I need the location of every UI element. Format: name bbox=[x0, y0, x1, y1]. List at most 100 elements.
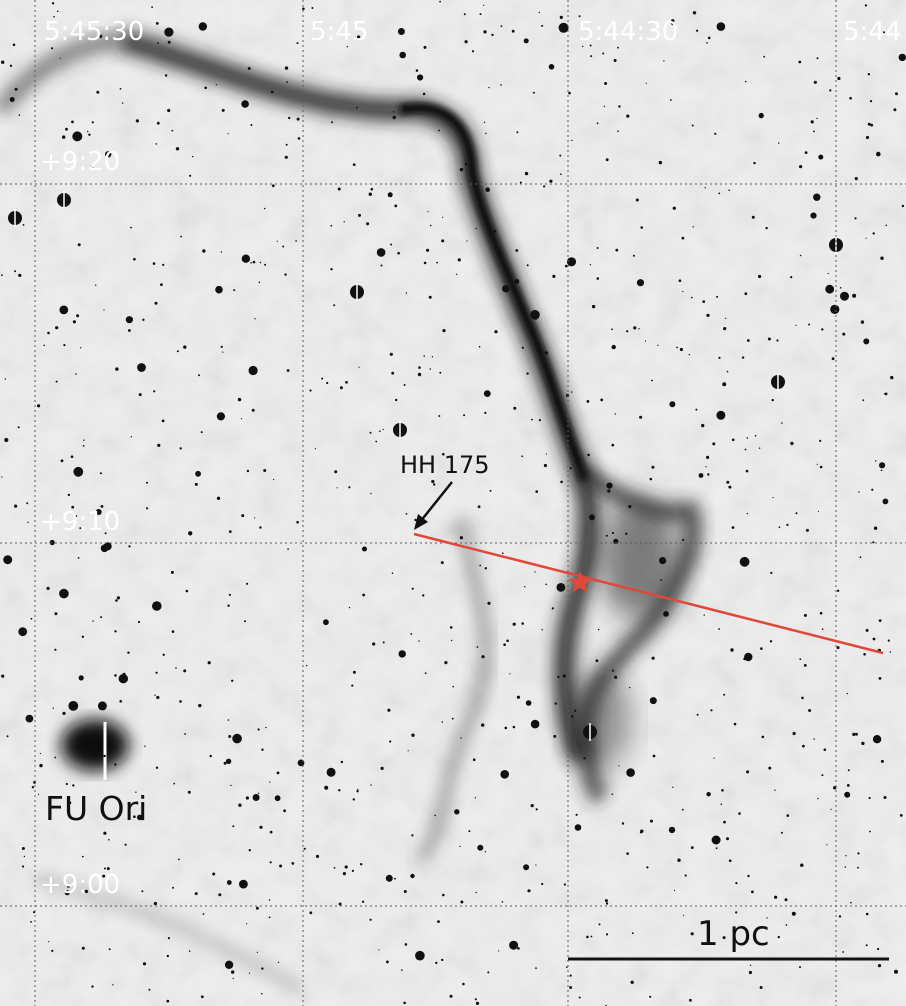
star bbox=[462, 982, 465, 986]
star bbox=[155, 766, 159, 769]
star bbox=[854, 217, 857, 220]
ra-label: 5:44 bbox=[843, 17, 901, 47]
star bbox=[14, 87, 18, 91]
star bbox=[64, 890, 70, 896]
star bbox=[387, 192, 393, 198]
star bbox=[285, 143, 288, 146]
star bbox=[246, 582, 249, 585]
star bbox=[878, 619, 882, 622]
star bbox=[411, 834, 414, 837]
star bbox=[614, 413, 616, 415]
star bbox=[861, 741, 865, 746]
star bbox=[6, 735, 9, 738]
star bbox=[124, 843, 127, 846]
star bbox=[51, 2, 55, 5]
star bbox=[323, 619, 329, 626]
star bbox=[493, 229, 497, 233]
star bbox=[428, 295, 432, 299]
star bbox=[125, 316, 133, 324]
star bbox=[104, 532, 107, 535]
star bbox=[152, 601, 162, 611]
star bbox=[476, 646, 479, 648]
star bbox=[358, 366, 360, 368]
star bbox=[142, 962, 147, 966]
star bbox=[683, 914, 685, 916]
star bbox=[819, 439, 822, 442]
star bbox=[240, 418, 243, 420]
ra-label: 5:45 bbox=[310, 17, 368, 47]
star bbox=[644, 340, 647, 342]
star bbox=[677, 858, 681, 862]
star bbox=[516, 695, 521, 699]
star bbox=[744, 448, 747, 451]
star bbox=[141, 890, 144, 893]
star bbox=[502, 552, 504, 554]
star bbox=[451, 639, 453, 642]
star bbox=[552, 274, 556, 278]
star bbox=[442, 452, 445, 456]
star bbox=[268, 899, 271, 901]
star bbox=[175, 667, 177, 669]
star bbox=[439, 371, 442, 374]
star bbox=[713, 757, 715, 759]
star bbox=[541, 629, 543, 631]
star bbox=[503, 643, 506, 646]
star bbox=[754, 434, 757, 437]
star bbox=[792, 731, 796, 736]
star bbox=[867, 73, 871, 76]
star bbox=[43, 344, 45, 347]
arrow-icon bbox=[414, 481, 453, 530]
star bbox=[187, 790, 191, 794]
star bbox=[72, 784, 75, 787]
star bbox=[434, 814, 437, 817]
star bbox=[559, 154, 562, 157]
star bbox=[840, 291, 849, 301]
star bbox=[77, 557, 80, 559]
star bbox=[799, 254, 802, 257]
star bbox=[566, 966, 568, 968]
star bbox=[475, 1001, 480, 1006]
star bbox=[424, 672, 427, 674]
star bbox=[17, 426, 20, 429]
star bbox=[702, 300, 706, 303]
star bbox=[357, 788, 359, 791]
ra-label: 5:45:30 bbox=[44, 17, 144, 47]
star bbox=[422, 92, 426, 96]
star bbox=[852, 293, 857, 298]
star bbox=[671, 22, 675, 26]
star bbox=[59, 57, 62, 59]
star bbox=[83, 439, 85, 441]
star bbox=[12, 43, 16, 47]
outflow-axis-line bbox=[413, 532, 884, 655]
star bbox=[864, 4, 868, 7]
star bbox=[157, 42, 160, 44]
star bbox=[314, 448, 316, 450]
star bbox=[436, 261, 438, 264]
star bbox=[733, 722, 737, 726]
star bbox=[333, 867, 336, 869]
star bbox=[178, 858, 180, 861]
star bbox=[173, 782, 176, 785]
star bbox=[521, 622, 524, 625]
star bbox=[596, 122, 599, 125]
star bbox=[612, 669, 615, 672]
star bbox=[763, 55, 766, 58]
star bbox=[112, 984, 114, 986]
dec-label: +9:20 bbox=[40, 147, 120, 177]
star bbox=[248, 849, 251, 852]
star bbox=[898, 53, 906, 62]
star bbox=[221, 108, 225, 112]
star bbox=[164, 74, 168, 77]
star bbox=[369, 918, 372, 921]
star bbox=[338, 902, 342, 906]
star bbox=[70, 455, 74, 459]
star bbox=[99, 472, 102, 475]
star bbox=[895, 92, 898, 96]
star bbox=[716, 295, 719, 298]
star bbox=[46, 586, 50, 591]
star bbox=[541, 882, 544, 886]
star bbox=[389, 352, 393, 356]
star bbox=[399, 51, 407, 59]
star bbox=[356, 35, 361, 39]
